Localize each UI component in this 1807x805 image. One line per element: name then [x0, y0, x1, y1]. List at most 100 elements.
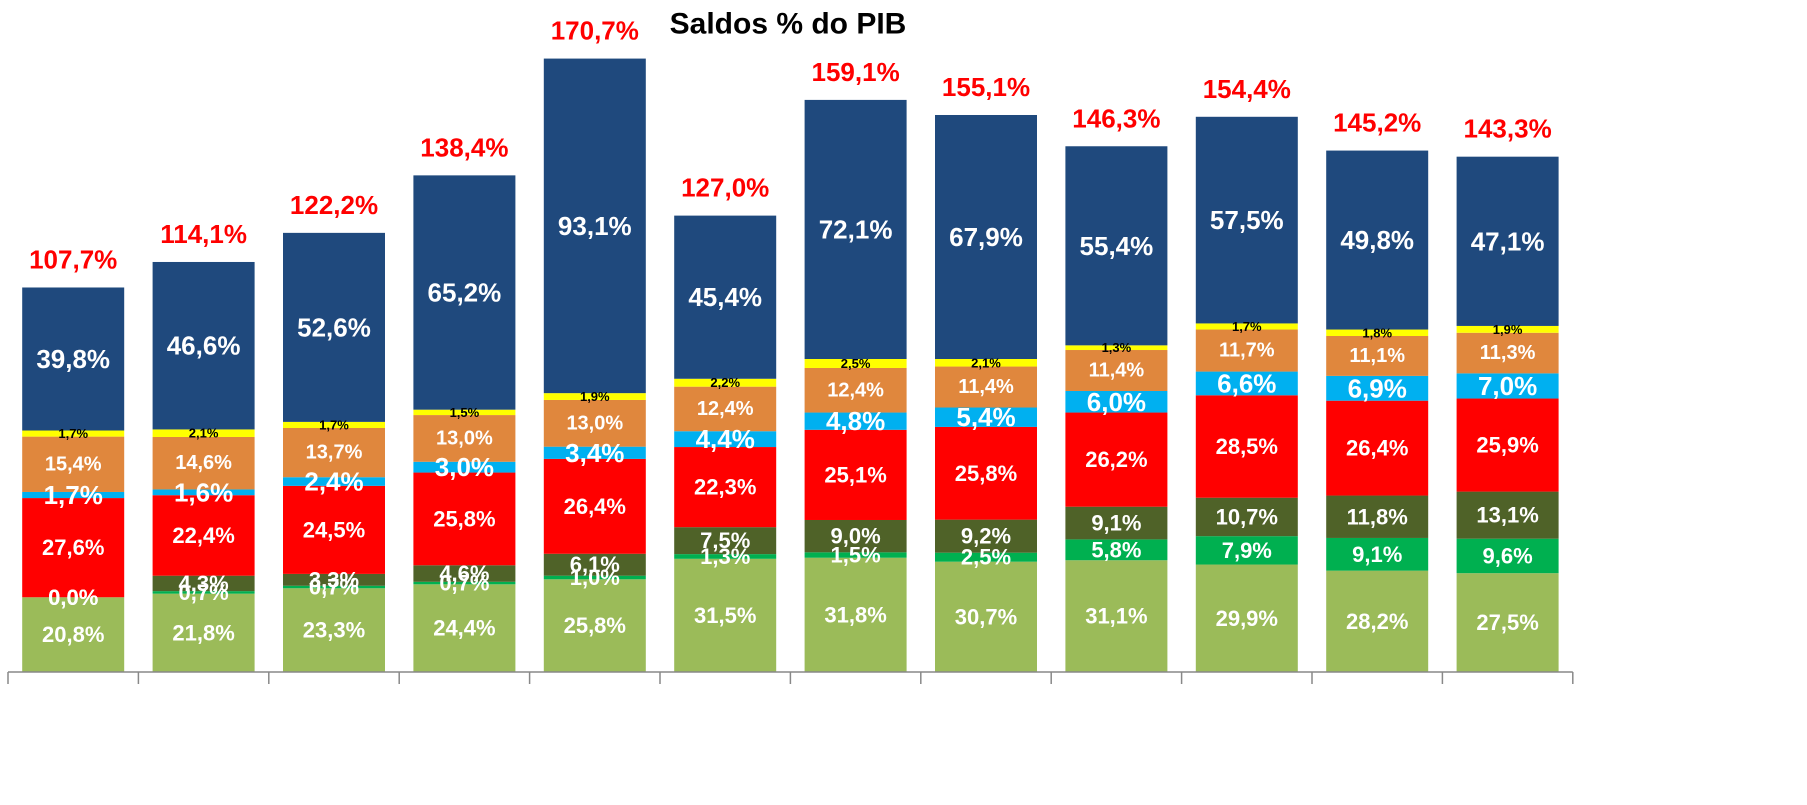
value-label: 0,7%	[309, 575, 359, 600]
bar-segment	[543, 393, 646, 400]
bar-segment	[1195, 329, 1298, 372]
value-label: 2,4%	[304, 467, 363, 497]
value-label: 25,8%	[564, 613, 626, 638]
bar-segment	[1456, 491, 1559, 539]
bar-segment	[804, 429, 907, 520]
value-label: 4,6%	[439, 561, 489, 586]
value-label: 10,7%	[1216, 504, 1278, 529]
value-label: 13,0%	[436, 427, 493, 449]
bar-segment	[804, 557, 907, 672]
bar-segment	[152, 489, 255, 496]
value-label: 72,1%	[819, 214, 893, 244]
total-label: 159,1%	[812, 57, 900, 87]
bar-segment	[1326, 570, 1429, 672]
bar-segment	[935, 407, 1037, 427]
bar-segment	[674, 447, 777, 528]
value-label: 7,5%	[700, 528, 750, 553]
value-label: 1,5%	[450, 405, 480, 420]
bar-segment	[1456, 332, 1559, 374]
bar-segment	[674, 554, 777, 559]
bar-segment	[674, 215, 777, 379]
value-label: 27,5%	[1476, 610, 1538, 635]
value-label: 13,0%	[566, 412, 623, 434]
bar-segment	[283, 232, 385, 422]
bar-segment	[1195, 323, 1298, 330]
value-label: 27,6%	[42, 535, 104, 560]
value-label: 12,4%	[827, 379, 884, 401]
value-label: 25,8%	[433, 506, 495, 531]
value-label: 26,4%	[564, 494, 626, 519]
bar-segment	[1065, 412, 1168, 507]
value-label: 24,5%	[303, 517, 365, 542]
value-label: 2,5%	[841, 356, 871, 371]
value-label: 1,9%	[1493, 322, 1523, 337]
total-label: 143,3%	[1464, 114, 1552, 144]
value-label: 6,0%	[1087, 387, 1146, 417]
value-label: 9,1%	[1091, 511, 1141, 536]
bar-segment	[674, 378, 777, 387]
value-label: 25,8%	[955, 461, 1017, 486]
value-label: 45,4%	[688, 282, 762, 312]
value-label: 9,6%	[1483, 543, 1533, 568]
total-label: 146,3%	[1072, 103, 1160, 133]
bar-segment	[152, 591, 255, 594]
bar-segment	[804, 99, 907, 359]
value-label: 49,8%	[1340, 225, 1414, 255]
value-label: 7,9%	[1222, 538, 1272, 563]
bar-segment	[543, 446, 646, 459]
bar-segment	[1456, 538, 1559, 574]
value-label: 6,6%	[1217, 368, 1276, 398]
value-label: 2,5%	[961, 545, 1011, 570]
total-label: 138,4%	[420, 132, 508, 162]
bar-segment	[935, 552, 1037, 562]
bar-segment	[413, 461, 516, 473]
value-label: 1,3%	[1102, 340, 1132, 355]
chart-title: Saldos % do PIB	[670, 8, 907, 41]
bar-segment	[1456, 156, 1559, 326]
value-label: 11,1%	[1349, 345, 1405, 367]
value-label: 26,2%	[1085, 447, 1147, 472]
bar-segment	[1065, 345, 1168, 351]
value-label: 23,3%	[303, 618, 365, 643]
value-label: 31,1%	[1085, 604, 1147, 629]
bar-segment	[1456, 325, 1559, 333]
value-label: 29,9%	[1216, 606, 1278, 631]
value-label: 31,5%	[694, 603, 756, 628]
value-label: 1,0%	[570, 565, 620, 590]
value-label: 11,3%	[1480, 342, 1536, 364]
value-label: 46,6%	[167, 331, 241, 361]
bar-segment	[413, 472, 516, 566]
bar-segment	[1326, 375, 1429, 401]
bar-segment	[152, 436, 255, 490]
value-label: 1,7%	[319, 417, 349, 432]
bar-segment	[413, 584, 516, 672]
value-label: 11,4%	[958, 376, 1014, 398]
value-label: 20,8%	[42, 622, 104, 647]
value-label: 12,4%	[697, 398, 754, 420]
value-label: 22,3%	[694, 475, 756, 500]
bar-segment	[413, 175, 516, 410]
value-label: 1,7%	[58, 426, 88, 441]
bar-segment	[1326, 329, 1429, 336]
value-label: 9,0%	[831, 524, 881, 549]
value-label: 3,3%	[309, 567, 359, 592]
value-label: 4,3%	[179, 571, 229, 596]
bar-segment	[1326, 537, 1429, 571]
bar-segment	[413, 409, 516, 416]
value-label: 24,4%	[433, 616, 495, 641]
value-label: 1,8%	[1362, 325, 1392, 340]
value-label: 3,4%	[565, 438, 624, 468]
total-label: 145,2%	[1333, 108, 1421, 138]
bar-segment	[935, 114, 1037, 359]
value-label: 4,4%	[696, 424, 755, 454]
value-label: 2,1%	[971, 355, 1001, 370]
bar-segment	[1326, 150, 1429, 330]
bar-segment	[283, 477, 385, 486]
bar-segment	[804, 552, 907, 558]
value-label: 6,1%	[570, 552, 620, 577]
total-label: 107,7%	[29, 244, 117, 274]
value-label: 30,7%	[955, 604, 1017, 629]
value-label: 0,0%	[48, 585, 98, 610]
bar-segment	[22, 498, 125, 598]
bar-segment	[413, 415, 516, 462]
